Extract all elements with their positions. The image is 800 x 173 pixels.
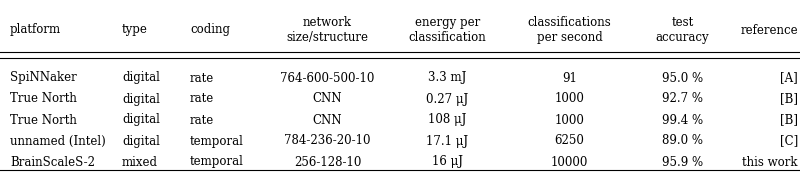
Text: 89.0 %: 89.0 % (662, 134, 703, 148)
Text: coding: coding (190, 24, 230, 37)
Text: digital: digital (122, 113, 160, 126)
Text: [C]: [C] (780, 134, 798, 148)
Text: 92.7 %: 92.7 % (662, 93, 703, 106)
Text: rate: rate (190, 113, 214, 126)
Text: unnamed (Intel): unnamed (Intel) (10, 134, 106, 148)
Text: 0.27 μJ: 0.27 μJ (426, 93, 469, 106)
Text: 17.1 μJ: 17.1 μJ (426, 134, 469, 148)
Text: temporal: temporal (190, 134, 244, 148)
Text: 6250: 6250 (554, 134, 585, 148)
Text: 16 μJ: 16 μJ (432, 156, 463, 169)
Text: 1000: 1000 (554, 113, 585, 126)
Text: [A]: [A] (780, 71, 798, 84)
Text: 784-236-20-10: 784-236-20-10 (284, 134, 370, 148)
Text: rate: rate (190, 71, 214, 84)
Text: classifications
per second: classifications per second (528, 16, 611, 44)
Text: 95.0 %: 95.0 % (662, 71, 703, 84)
Text: CNN: CNN (313, 113, 342, 126)
Text: CNN: CNN (313, 93, 342, 106)
Text: energy per
classification: energy per classification (409, 16, 486, 44)
Text: 108 μJ: 108 μJ (428, 113, 466, 126)
Text: True North: True North (10, 93, 77, 106)
Text: True North: True North (10, 113, 77, 126)
Text: rate: rate (190, 93, 214, 106)
Text: 91: 91 (562, 71, 577, 84)
Text: digital: digital (122, 134, 160, 148)
Text: platform: platform (10, 24, 61, 37)
Text: mixed: mixed (122, 156, 158, 169)
Text: temporal: temporal (190, 156, 244, 169)
Text: 99.4 %: 99.4 % (662, 113, 703, 126)
Text: 764-600-500-10: 764-600-500-10 (280, 71, 374, 84)
Text: 95.9 %: 95.9 % (662, 156, 703, 169)
Text: 10000: 10000 (551, 156, 588, 169)
Text: this work: this work (742, 156, 798, 169)
Text: network
size/structure: network size/structure (286, 16, 369, 44)
Text: test
accuracy: test accuracy (656, 16, 710, 44)
Text: [B]: [B] (780, 93, 798, 106)
Text: digital: digital (122, 71, 160, 84)
Text: BrainScaleS-2: BrainScaleS-2 (10, 156, 95, 169)
Text: 256-128-10: 256-128-10 (294, 156, 361, 169)
Text: type: type (122, 24, 148, 37)
Text: [B]: [B] (780, 113, 798, 126)
Text: SpiNNaker: SpiNNaker (10, 71, 77, 84)
Text: digital: digital (122, 93, 160, 106)
Text: 1000: 1000 (554, 93, 585, 106)
Text: 3.3 mJ: 3.3 mJ (428, 71, 466, 84)
Text: reference: reference (740, 24, 798, 37)
